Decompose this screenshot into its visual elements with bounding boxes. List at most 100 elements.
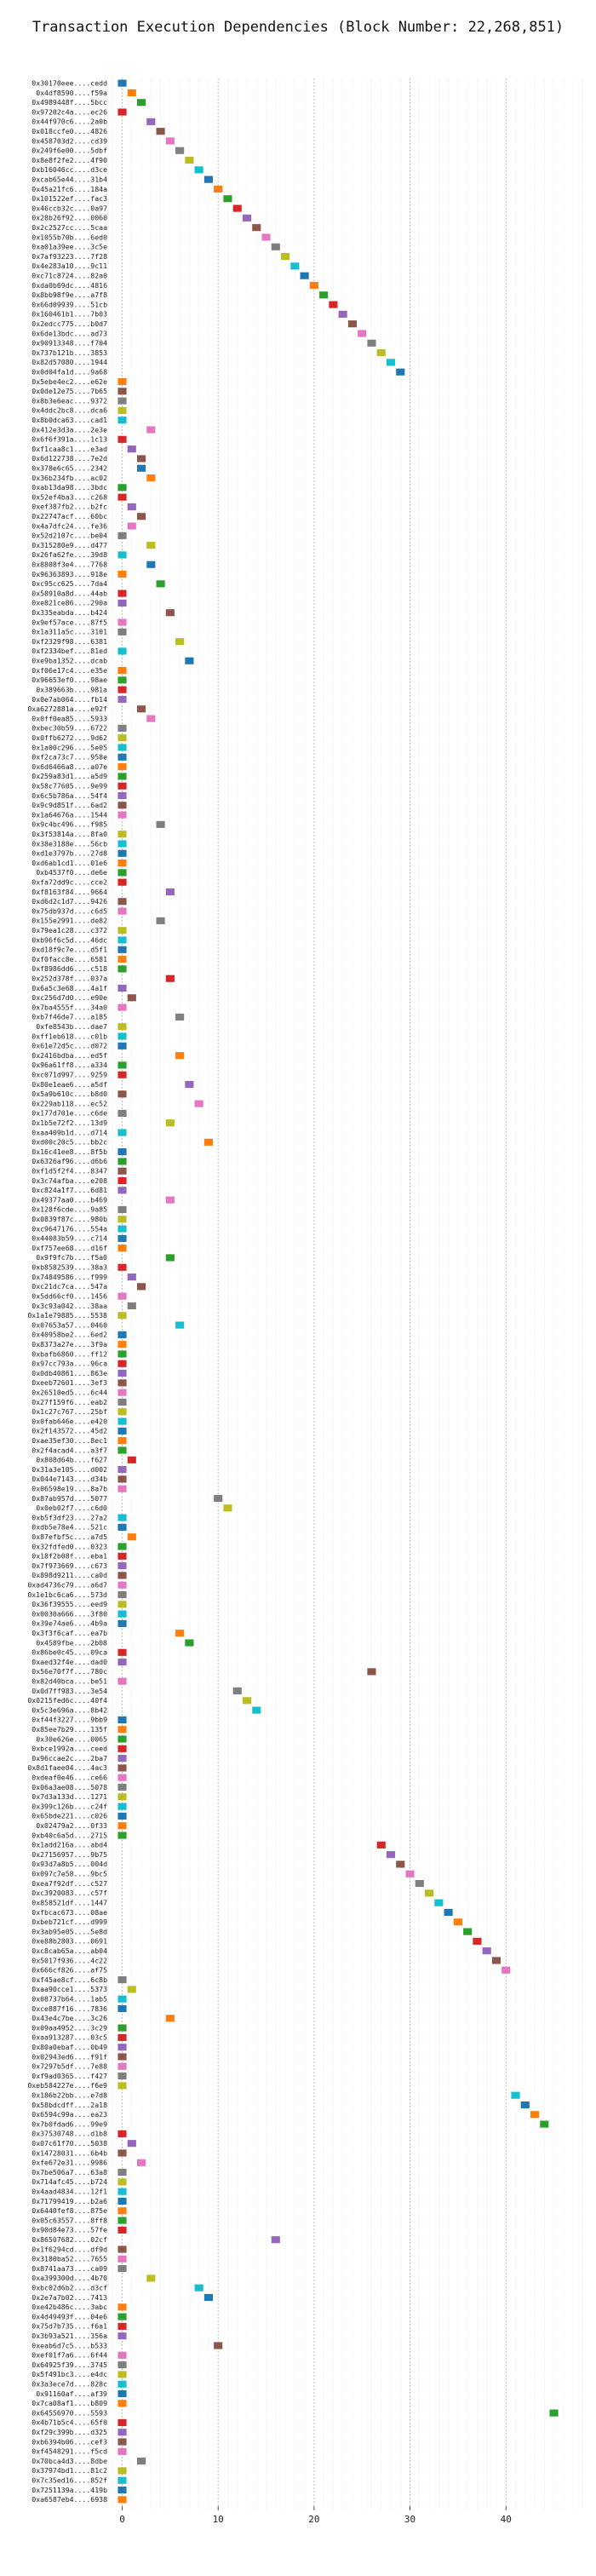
y-tick-label: 0xab13da98....3bdc <box>32 483 107 492</box>
transaction-bar <box>252 224 261 232</box>
transaction-bar <box>127 1986 136 1993</box>
y-tick-label: 0xa6587eb4....6938 <box>32 2495 107 2504</box>
transaction-bar <box>136 99 146 106</box>
y-tick-label: 0x412e3d3a....2e3e <box>32 425 107 434</box>
y-tick-label: 0x39e74ae6....4b9a <box>32 1619 107 1628</box>
y-tick-label: 0xbafb6860....ff12 <box>32 1349 107 1358</box>
y-tick-label: 0xf9ad0365....f427 <box>32 2072 107 2080</box>
y-tick-label: 0xe88b2803....0691 <box>32 1937 107 1946</box>
transaction-bar <box>203 1138 213 1146</box>
y-tick-label: 0x3180ba52....7655 <box>32 2255 107 2263</box>
transaction-bar <box>175 1630 185 1637</box>
y-tick-label: 0x37974bd1....81c2 <box>32 2466 107 2475</box>
y-tick-label: 0x229ab118....ec52 <box>32 1099 107 1107</box>
y-tick-label: 0xef387fb2....b2fc <box>32 503 107 511</box>
y-tick-label: 0x58c77605....9e99 <box>32 781 107 790</box>
y-tick-label: 0x7251139a....419b <box>32 2486 107 2494</box>
transaction-bar <box>117 2130 127 2137</box>
y-tick-label: 0x70bca4d3....8dbe <box>32 2457 107 2465</box>
transaction-bar <box>117 1032 127 1040</box>
y-tick-label: 0xeeb72601....3ef3 <box>32 1378 107 1387</box>
y-tick-label: 0x2f4acad4....a3f7 <box>32 1446 107 1454</box>
transaction-bar <box>501 1966 511 1974</box>
y-tick-label: 0xf2329f98....6381 <box>32 637 107 646</box>
y-tick-label: 0xc71c8724....82a0 <box>32 271 107 279</box>
transaction-bar <box>232 204 242 212</box>
y-tick-label: 0x02479a2....0f33 <box>36 1821 107 1830</box>
y-tick-label: 0xa399300d....4b70 <box>32 2274 107 2282</box>
transaction-bar <box>117 802 127 809</box>
transaction-bar <box>117 2486 127 2494</box>
transaction-bar <box>117 79 127 87</box>
transaction-bar <box>156 820 165 828</box>
transaction-bar <box>386 1851 396 1859</box>
y-tick-label: 0x4ddc2bc8....dca6 <box>32 406 107 415</box>
y-tick-label: 0x6594c99a....ea23 <box>32 2110 107 2119</box>
transaction-bar <box>117 1312 127 1320</box>
transaction-bar <box>376 349 386 357</box>
transaction-bar <box>117 927 127 934</box>
transaction-bar <box>117 1735 127 1743</box>
transaction-bar <box>165 1196 175 1204</box>
y-tick-label: 0x44083b59....c714 <box>32 1234 107 1243</box>
y-tick-label: 0xdb5e78e4....521c <box>32 1523 107 1532</box>
y-tick-label: 0x74849586....f999 <box>32 1273 107 1281</box>
transaction-bar <box>473 1937 482 1945</box>
grid-layer <box>112 78 583 2511</box>
y-tick-label: 0x3b93a521....356a <box>32 2332 107 2340</box>
y-tick-label: 0xf8986dd6....c518 <box>32 964 107 973</box>
transaction-bar <box>117 1677 127 1685</box>
transaction-bar <box>165 2015 175 2022</box>
y-tick-label: 0x58910a8d....44ab <box>32 589 107 597</box>
y-tick-label: 0x1055b70b....6ed0 <box>32 233 107 241</box>
transaction-bar <box>530 2111 540 2119</box>
transaction-bar <box>117 1601 127 1608</box>
transaction-bar <box>117 2496 127 2504</box>
transaction-bar <box>117 2400 127 2407</box>
y-tick-label: 0x6a5c3e68....4a1f <box>32 984 107 992</box>
y-tick-label: 0x160461b1....7b03 <box>32 310 107 319</box>
transaction-bar <box>117 2303 127 2311</box>
y-tick-label: 0x335eabda....b424 <box>32 608 107 617</box>
y-tick-label: 0xc8cab65a....ab04 <box>32 1946 107 1955</box>
y-tick-label: 0x16c41ee8....8f5b <box>32 1147 107 1156</box>
transaction-bar <box>117 1071 127 1078</box>
y-tick-label: 0x0839f87c....980b <box>32 1215 107 1223</box>
y-tick-label: 0x32fdfed0....0323 <box>32 1542 107 1550</box>
y-tick-label: 0x315280e9....d477 <box>32 541 107 549</box>
transaction-bar <box>117 753 127 761</box>
transaction-bar <box>117 2004 127 2013</box>
transaction-bar <box>117 1716 127 1723</box>
y-tick-label: 0x31a3e105....d002 <box>32 1465 107 1474</box>
y-tick-label: 0x86be0c45....09ca <box>32 1648 107 1657</box>
y-tick-label: 0xf45ae8cf....6c8b <box>32 1975 107 1984</box>
transaction-bar <box>127 522 136 530</box>
transaction-bar <box>520 2101 530 2109</box>
transaction-bar <box>117 1774 127 1781</box>
y-tick-label: 0x75d7b735....f6a1 <box>32 2322 107 2331</box>
transaction-bar <box>117 666 127 675</box>
y-tick-label: 0xaa90cce1....5373 <box>32 1985 107 1993</box>
y-tick-label: 0x399c126b....c24f <box>32 1802 107 1810</box>
y-tick-label: 0x58bdcdff....2a18 <box>32 2101 107 2109</box>
transaction-bar <box>117 1831 127 1839</box>
y-tick-label: 0x7af93223....7f28 <box>32 252 107 261</box>
transaction-bar <box>127 2140 136 2148</box>
y-tick-label: 0xd6ab1cd1....01e6 <box>32 859 107 867</box>
y-tick-label: 0x56e70f7f....780c <box>32 1667 107 1676</box>
transaction-bar <box>175 1013 185 1021</box>
y-tick-label: 0xb96f6c5d....46dc <box>32 935 107 944</box>
y-tick-label: 0x1b5e72f2....13d9 <box>32 1118 107 1127</box>
transaction-bar <box>117 647 127 655</box>
y-tick-label: 0x66d09939....51cb <box>32 300 107 308</box>
transaction-bar <box>117 493 127 501</box>
y-tick-label: 0x3f3f6caf....ea7b <box>32 1629 107 1637</box>
y-tick-labels: 0x30170eee....cedd 0x4df8590....f59a0x498… <box>27 78 107 2504</box>
y-tick-label: 0xeab6d7c5....b533 <box>32 2341 107 2349</box>
y-tick-label: 0x1f6294cd....df9d <box>32 2245 107 2253</box>
y-tick-label: 0x0fab646e....e420 <box>32 1417 107 1425</box>
y-tick-label: 0x82d40bca....be51 <box>32 1677 107 1686</box>
transaction-bar <box>117 2217 127 2224</box>
transaction-bar <box>117 2389 127 2398</box>
transaction-bar <box>117 791 127 800</box>
